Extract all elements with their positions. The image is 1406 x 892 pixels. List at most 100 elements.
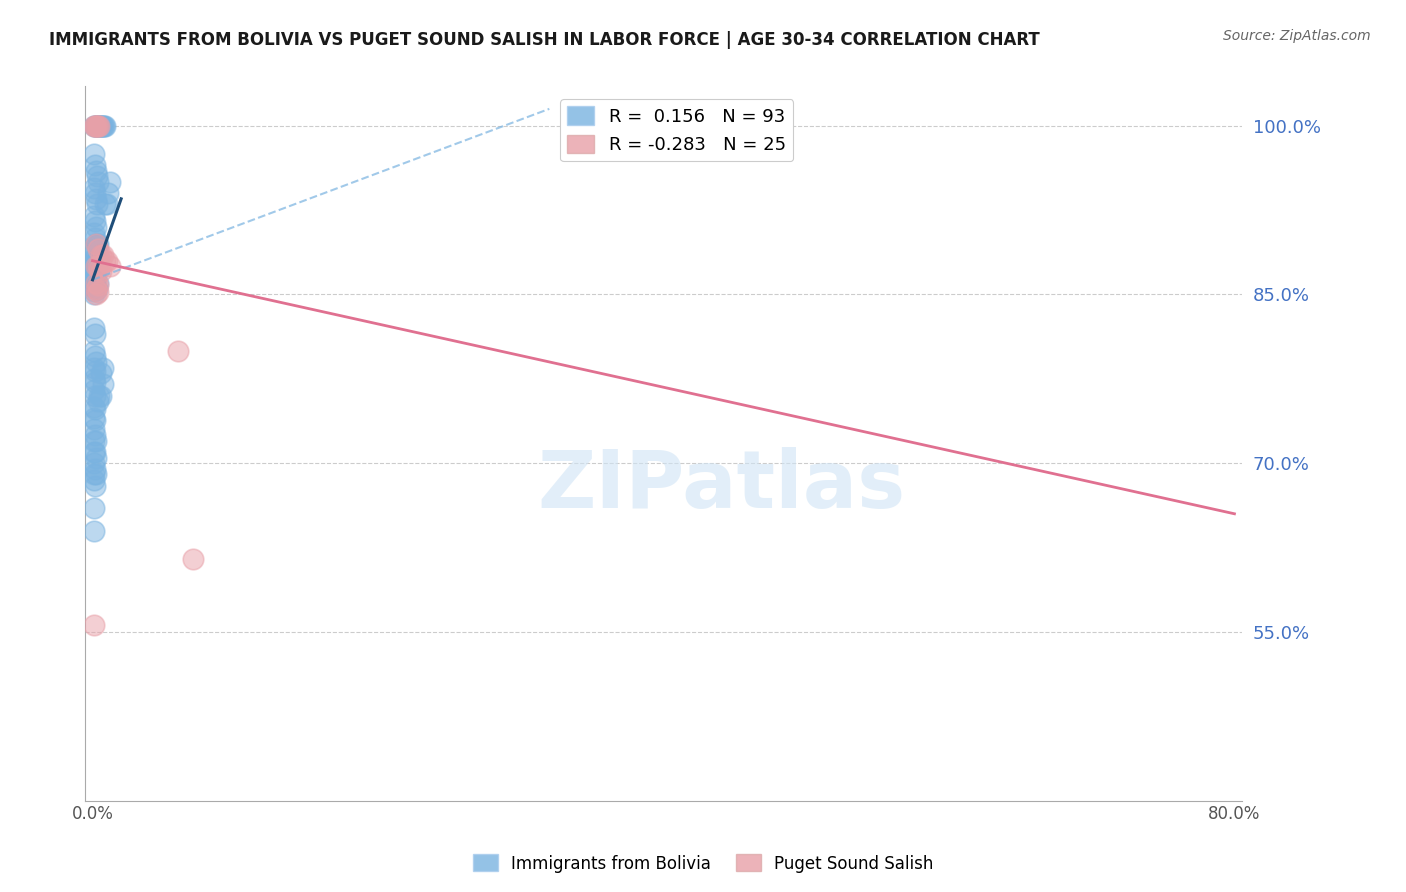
Point [83, 349, 105, 363]
Point [83, 276, 105, 290]
Point [83, 478, 105, 492]
Legend: R =  0.156   N = 93, R = -0.283   N = 25: R = 0.156 N = 93, R = -0.283 N = 25 [560, 99, 793, 161]
Point [87, 260, 110, 274]
Point [84, 467, 107, 482]
Text: IMMIGRANTS FROM BOLIVIA VS PUGET SOUND SALISH IN LABOR FORCE | AGE 30-34 CORRELA: IMMIGRANTS FROM BOLIVIA VS PUGET SOUND S… [49, 31, 1040, 49]
Point [83, 413, 105, 427]
Point [96, 197, 118, 211]
Point [83, 375, 105, 389]
Point [87, 278, 110, 293]
Point [87, 253, 110, 268]
Point [83, 269, 105, 284]
Point [83, 209, 105, 223]
Point [167, 343, 190, 358]
Point [97, 186, 120, 201]
Point [87, 236, 110, 251]
Point [83, 383, 105, 397]
Point [94, 197, 117, 211]
Point [83, 271, 105, 285]
Text: ZIPatlas: ZIPatlas [537, 448, 905, 525]
Point [83, 274, 105, 288]
Point [83, 524, 105, 538]
Point [83, 158, 105, 172]
Point [83, 400, 105, 414]
Point [98, 175, 121, 189]
Point [87, 175, 110, 189]
Point [90, 389, 112, 403]
Point [84, 249, 107, 263]
Point [90, 248, 112, 262]
Point [83, 321, 105, 335]
Point [84, 287, 107, 301]
Point [83, 473, 105, 487]
Point [83, 326, 105, 341]
Point [86, 282, 108, 296]
Point [84, 355, 107, 369]
Point [90, 366, 112, 380]
Point [83, 255, 105, 269]
Point [93, 119, 115, 133]
Point [83, 284, 105, 298]
Point [83, 281, 105, 295]
Point [83, 618, 105, 632]
Point [83, 231, 105, 245]
Point [86, 169, 108, 184]
Point [87, 389, 110, 403]
Point [181, 551, 204, 566]
Point [83, 428, 105, 442]
Legend: Immigrants from Bolivia, Puget Sound Salish: Immigrants from Bolivia, Puget Sound Sal… [465, 847, 941, 880]
Point [90, 119, 112, 133]
Point [84, 276, 107, 290]
Point [96, 253, 118, 268]
Point [84, 450, 107, 465]
Point [94, 119, 117, 133]
Point [94, 253, 117, 268]
Point [87, 250, 110, 264]
Point [84, 219, 107, 234]
Point [83, 119, 105, 133]
Point [83, 180, 105, 194]
Point [83, 343, 105, 358]
Point [83, 462, 105, 476]
Point [84, 282, 107, 296]
Point [91, 377, 114, 392]
Point [83, 501, 105, 516]
Point [83, 260, 105, 274]
Point [86, 119, 108, 133]
Point [84, 163, 107, 178]
Point [84, 192, 107, 206]
Point [83, 389, 105, 403]
Point [83, 456, 105, 470]
Point [86, 197, 108, 211]
Point [87, 285, 110, 300]
Point [87, 276, 110, 290]
Point [84, 434, 107, 448]
Point [87, 243, 110, 257]
Point [83, 372, 105, 386]
Point [83, 364, 105, 378]
Point [84, 119, 107, 133]
Point [89, 119, 111, 133]
Point [83, 186, 105, 201]
Point [86, 257, 108, 271]
Point [83, 445, 105, 459]
Point [83, 245, 105, 260]
Point [83, 146, 105, 161]
Point [86, 119, 108, 133]
Point [84, 119, 107, 133]
Point [91, 248, 114, 262]
Point [87, 119, 110, 133]
Point [83, 265, 105, 279]
Point [87, 261, 110, 276]
Point [86, 236, 108, 251]
Point [84, 260, 107, 274]
Point [98, 260, 121, 274]
Point [91, 119, 114, 133]
Point [83, 422, 105, 436]
Point [84, 236, 107, 251]
Point [83, 445, 105, 459]
Point [87, 119, 110, 133]
Point [83, 214, 105, 228]
Point [83, 119, 105, 133]
Point [83, 119, 105, 133]
